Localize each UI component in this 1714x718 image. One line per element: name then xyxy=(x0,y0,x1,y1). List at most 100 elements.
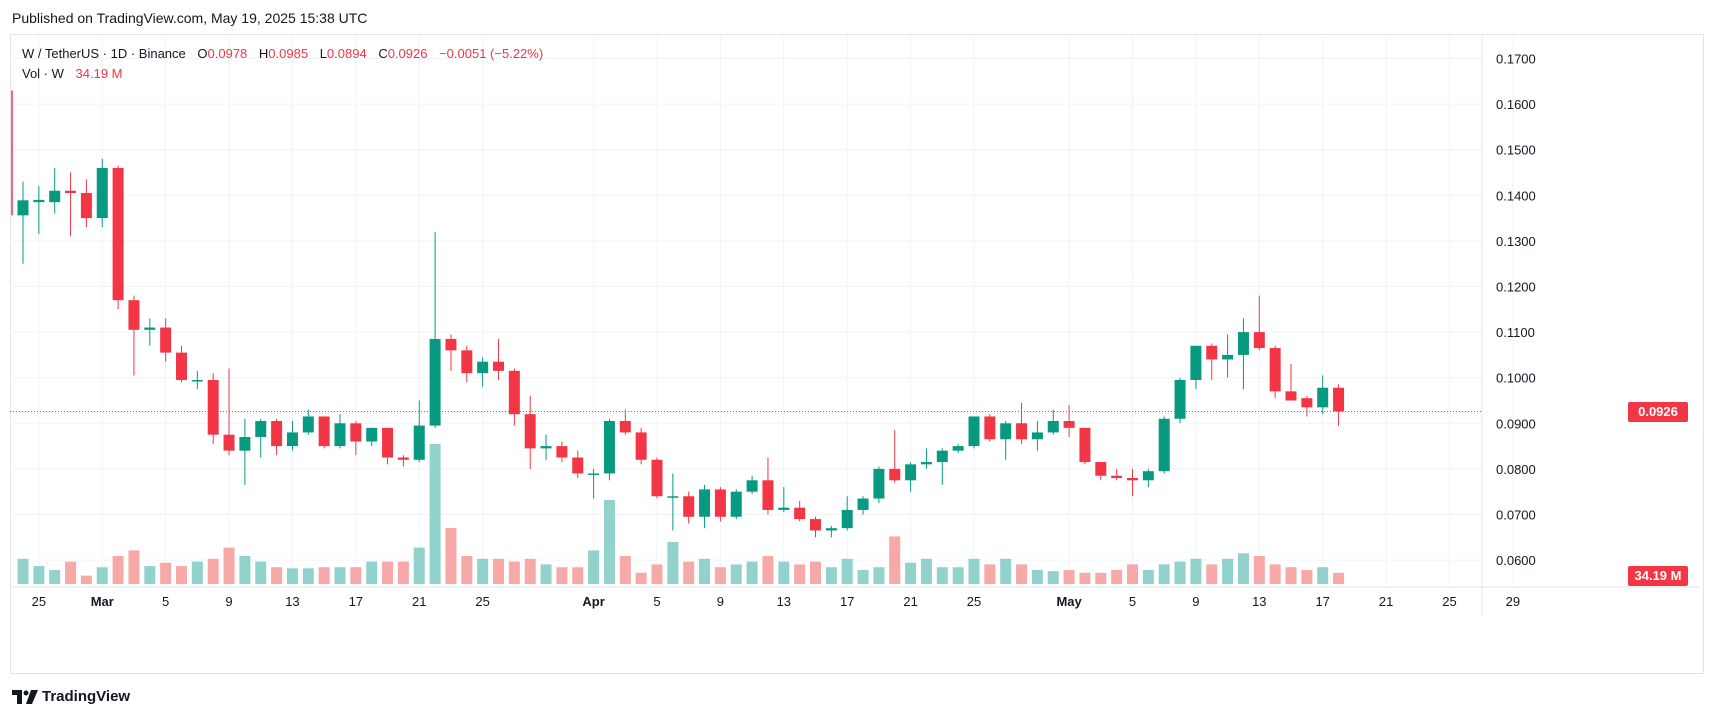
volume-bar xyxy=(635,572,647,584)
date-tick-label: 9 xyxy=(225,594,232,609)
candle-body xyxy=(1016,423,1028,440)
volume-bar xyxy=(302,568,314,584)
candle-body xyxy=(1285,391,1297,401)
date-tick-label: 29 xyxy=(1506,594,1520,609)
candle-body xyxy=(1142,471,1154,481)
volume-bar xyxy=(1253,556,1265,584)
volume-bar xyxy=(1285,567,1297,584)
volume-bar xyxy=(1190,558,1202,584)
volume-bar xyxy=(508,561,520,584)
volume-bar xyxy=(794,564,806,584)
tradingview-logo-icon xyxy=(12,689,38,704)
volume-bar xyxy=(540,564,552,584)
volume-bar xyxy=(1333,572,1345,584)
candle-body xyxy=(429,338,441,426)
candle-body xyxy=(873,468,885,499)
low-label: L xyxy=(319,46,327,61)
volume-bar xyxy=(746,561,758,584)
date-tick-label: 5 xyxy=(162,594,169,609)
price-tick-label: 0.0800 xyxy=(1496,462,1536,477)
volume-bar xyxy=(857,570,869,584)
volume-bar xyxy=(1016,564,1028,584)
price-tick-label: 0.1700 xyxy=(1496,52,1536,67)
candle-body xyxy=(239,436,251,451)
volume-bar xyxy=(810,561,821,584)
candle-body xyxy=(382,427,394,458)
volume-bar xyxy=(17,558,29,584)
volume-bar xyxy=(176,566,187,584)
candle-body xyxy=(905,464,917,481)
high-value: 0.0985 xyxy=(268,46,309,61)
volume-bar xyxy=(239,556,251,584)
volume-bar xyxy=(905,562,917,584)
price-tick-label: 0.1200 xyxy=(1496,280,1536,295)
volume-bars xyxy=(17,444,1345,584)
price-tick-label: 0.1000 xyxy=(1496,371,1536,386)
volume-bar xyxy=(128,550,140,584)
volume-label: Vol · W xyxy=(22,66,64,81)
chart-frame xyxy=(10,34,1704,674)
candle-body xyxy=(572,457,584,474)
date-tick-label: 21 xyxy=(412,594,426,609)
candle-body xyxy=(1222,354,1234,360)
last-price-badge: 0.0926 xyxy=(1628,402,1688,422)
volume-bar xyxy=(255,561,267,584)
volume-bar xyxy=(1063,570,1075,584)
candle-body xyxy=(1031,432,1043,440)
candle-body xyxy=(762,480,774,510)
date-tick-label: 17 xyxy=(1315,594,1329,609)
candles xyxy=(10,90,1482,538)
candle-body xyxy=(1047,421,1059,433)
price-tick-label: 0.1600 xyxy=(1496,97,1536,112)
price-tick-label: 0.0600 xyxy=(1496,553,1536,568)
volume-bar xyxy=(207,558,219,584)
ohlc-row: W / TetherUS · 1D · Binance O0.0978 H0.0… xyxy=(22,44,543,64)
candle-body xyxy=(619,421,631,433)
candle-body xyxy=(461,350,473,374)
volume-bar xyxy=(936,567,948,584)
volume-bar xyxy=(397,561,409,584)
low-value: 0.0894 xyxy=(326,46,367,61)
date-tick-label: 13 xyxy=(285,594,299,609)
volume-bar xyxy=(873,567,885,584)
candle-body xyxy=(841,509,853,529)
volume-bar xyxy=(825,567,837,584)
volume-row: Vol · W 34.19 M xyxy=(22,64,543,84)
candle-body xyxy=(144,327,156,330)
volume-bar xyxy=(461,556,473,584)
candle-body xyxy=(255,421,267,437)
volume-bar xyxy=(1000,558,1012,584)
candle-body xyxy=(1111,475,1123,479)
date-tick-label: 13 xyxy=(777,594,791,609)
volume-bar xyxy=(667,542,679,584)
candle-body xyxy=(968,416,980,447)
candle-body xyxy=(746,480,758,492)
volume-value: 34.19 M xyxy=(75,66,123,81)
volume-bar xyxy=(556,567,568,584)
volume-bar xyxy=(572,567,584,584)
volume-bar xyxy=(588,550,600,584)
published-caption: Published on TradingView.com, May 19, 20… xyxy=(12,10,368,26)
volume-bar xyxy=(730,564,742,584)
date-tick-label: May xyxy=(1056,594,1082,609)
candle-body xyxy=(667,496,679,498)
volume-bar xyxy=(318,567,330,584)
footer-brand[interactable]: TradingView xyxy=(12,688,130,705)
price-tick-label: 0.1100 xyxy=(1496,325,1535,340)
date-tick-label: Apr xyxy=(582,594,604,609)
volume-bar xyxy=(1047,571,1059,584)
date-tick-label: 25 xyxy=(967,594,981,609)
candle-body xyxy=(223,434,235,451)
candle-body xyxy=(112,167,124,301)
candle-body xyxy=(588,473,600,475)
candle-body xyxy=(49,190,61,203)
price-tick-label: 0.0900 xyxy=(1496,416,1536,431)
candle-body xyxy=(1317,387,1329,408)
price-tick-label: 0.1500 xyxy=(1496,143,1536,158)
candle-body xyxy=(413,425,425,460)
volume-bar xyxy=(366,561,378,584)
volume-bar xyxy=(1269,564,1281,584)
candle-body xyxy=(80,193,92,219)
axes: 0.1700 0.1600 0.1500 0.1400 0.1300 0.1200 0.11… xyxy=(10,36,1700,616)
